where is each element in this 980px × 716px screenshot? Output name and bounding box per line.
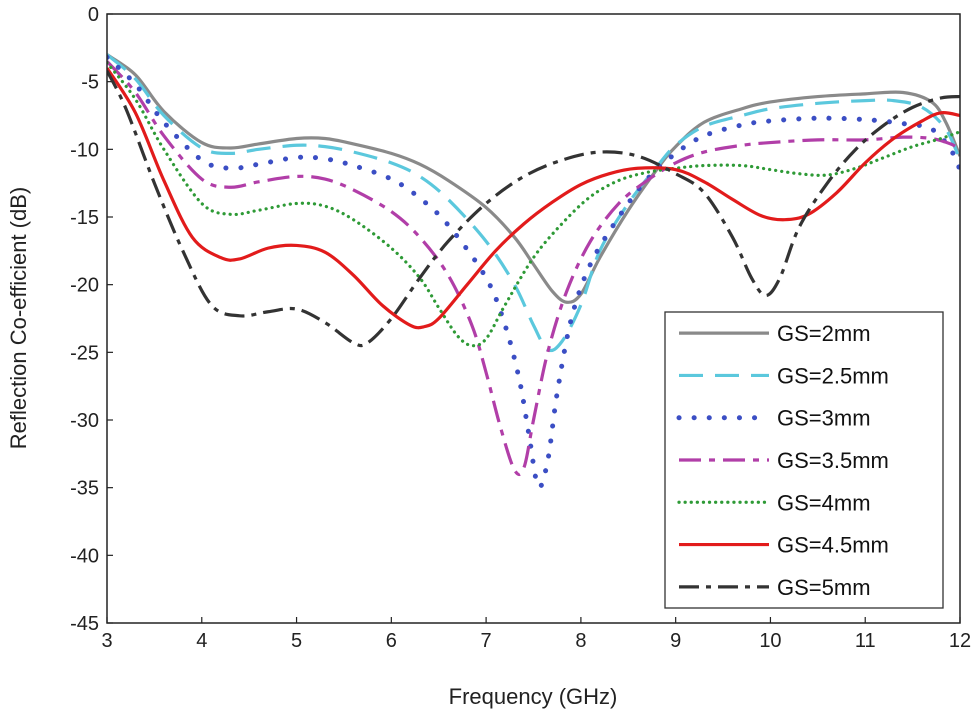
y-tick-label: -35 bbox=[70, 478, 99, 500]
x-tick-label: 9 bbox=[670, 630, 681, 652]
plot-frame bbox=[106, 13, 961, 624]
legend-label: GS=4mm bbox=[777, 490, 871, 515]
legend: GS=2mm GS=2.5mm GS=3mm GS=3.5mm GS=4mm GS=4.5… bbox=[664, 311, 944, 609]
x-tick-label: 7 bbox=[481, 630, 492, 652]
y-tick-label: 0 bbox=[88, 4, 99, 26]
legend-label: GS=2.5mm bbox=[777, 363, 889, 388]
y-tick-label: -20 bbox=[70, 275, 99, 297]
x-tick-label: 10 bbox=[759, 630, 781, 652]
y-tick-label: -25 bbox=[70, 342, 99, 364]
x-tick-label: 5 bbox=[291, 630, 302, 652]
series-line-gs-4-5mm bbox=[107, 67, 960, 330]
series-line-gs-3-5mm bbox=[107, 60, 960, 476]
legend-label: GS=4.5mm bbox=[777, 533, 889, 558]
x-tick-label: 11 bbox=[855, 630, 876, 652]
y-tick-label: -5 bbox=[81, 72, 99, 94]
x-tick-label: 6 bbox=[386, 630, 397, 652]
series-line-gs-4mm bbox=[107, 61, 960, 348]
series-line-gs-2-5mm bbox=[107, 53, 960, 353]
x-tick-label: 12 bbox=[949, 630, 971, 652]
x-tick-label: 3 bbox=[101, 630, 112, 652]
y-tick-label: -40 bbox=[70, 545, 99, 567]
y-tick-label: -15 bbox=[70, 207, 99, 229]
y-tick-label: -45 bbox=[70, 613, 99, 635]
series-line-gs-3mm bbox=[107, 54, 960, 490]
x-tick-label: 4 bbox=[196, 630, 207, 652]
legend-label: GS=3mm bbox=[777, 406, 871, 431]
y-tick-label: -10 bbox=[70, 139, 99, 161]
legend-label: GS=2mm bbox=[777, 321, 871, 346]
legend-label: GS=5mm bbox=[777, 575, 871, 600]
x-axis-title: Frequency (GHz) bbox=[449, 684, 618, 709]
series-line-gs-2mm bbox=[107, 53, 960, 304]
series-lines bbox=[107, 53, 960, 490]
axis-ticks: 3 4 5 6 7 8 9 10 11 12 0 -5 -10 -15 -20 -25 -30 -35 -40 -45 bbox=[70, 4, 971, 652]
legend-label: GS=3.5mm bbox=[777, 448, 889, 473]
x-tick-label: 8 bbox=[575, 630, 586, 652]
series-line-gs-5mm bbox=[107, 70, 960, 348]
y-axis-title: Reflection Co-efficient (dB) bbox=[6, 187, 31, 450]
y-tick-label: -30 bbox=[70, 410, 99, 432]
